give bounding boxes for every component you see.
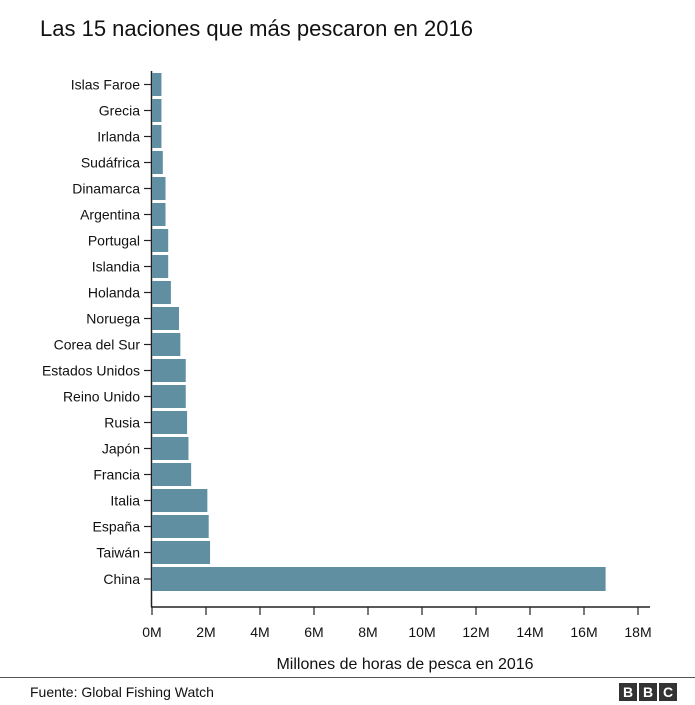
category-label: Italia [110,493,140,509]
category-label: Grecia [99,103,140,119]
x-axis-title: Millones de horas de pesca en 2016 [276,656,533,673]
category-label: Portugal [88,233,140,249]
bar-islandia [152,255,169,278]
bar-argentina [152,203,166,226]
category-label: Francia [93,467,140,483]
bar-islas-faroe [152,73,162,96]
x-tick-label: 12M [462,624,489,640]
bar-corea-del-sur [152,333,181,356]
x-tick-label: 10M [408,624,435,640]
category-label: Taiwán [96,545,140,561]
bar-irlanda [152,125,162,148]
bar-holanda [152,281,171,304]
bar-rusia [152,411,188,434]
bar-italia [152,489,208,512]
bar-francia [152,463,192,486]
category-label: Sudáfrica [81,155,140,171]
bar-grecia [152,99,162,122]
x-tick-label: 4M [250,624,269,640]
x-tick-label: 2M [196,624,215,640]
bar-reino-unido [152,385,186,408]
x-tick-label: 18M [624,624,651,640]
x-tick-label: 0M [142,624,161,640]
bar-taiwán [152,541,211,564]
x-tick-label: 6M [304,624,323,640]
category-label: Irlanda [97,129,140,145]
bar-chart: Islas Faroe Grecia Irlanda Sudáfrica Dinamar… [42,71,652,673]
bar-portugal [152,229,169,252]
category-label: Argentina [80,207,140,223]
bar-sudáfrica [152,151,163,174]
x-tick-label: 14M [516,624,543,640]
logo-letter: B [619,683,637,701]
bar-estados-unidos [152,359,186,382]
category-label: Rusia [104,415,140,431]
logo-letter: C [659,683,677,701]
chart-title: Las 15 naciones que más pescaron en 2016 [40,16,473,41]
category-label: Corea del Sur [54,337,141,353]
bar-españa [152,515,209,538]
category-label: Japón [102,441,140,457]
category-label: Dinamarca [72,181,140,197]
logo-letter: B [639,683,657,701]
bar-china [152,567,606,591]
bbc-logo: B B C [619,683,677,701]
category-label: España [93,519,141,535]
category-label: Islandia [92,259,140,275]
bar-japón [152,437,189,460]
category-label: Reino Unido [63,389,140,405]
footer-divider [0,677,695,678]
x-tick-label: 8M [358,624,377,640]
category-label: China [103,571,140,587]
bar-dinamarca [152,177,166,200]
category-label: Holanda [88,285,140,301]
category-label: Islas Faroe [71,77,140,93]
bar-noruega [152,307,179,330]
x-tick-label: 16M [570,624,597,640]
source-note: Fuente: Global Fishing Watch [30,684,214,700]
category-label: Estados Unidos [42,363,140,379]
category-label: Noruega [86,311,140,327]
